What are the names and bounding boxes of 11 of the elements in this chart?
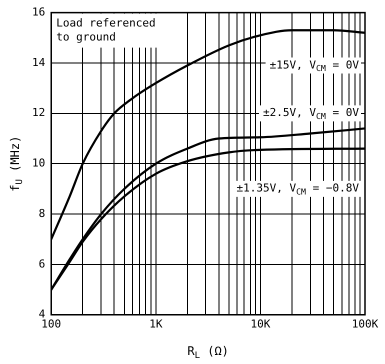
y-tick-label: 10	[32, 156, 46, 170]
x-tick-label: 1K	[149, 317, 163, 330]
y-tick-label: 12	[32, 106, 46, 120]
annotation: Load referenced to ground	[56, 16, 156, 44]
x-tick-label: 100K	[352, 317, 379, 330]
y-tick-label: 6	[38, 257, 46, 270]
x-tick-label: 10K	[250, 317, 271, 330]
y-axis-title: fU (MHz)	[8, 136, 25, 192]
y-tick-label: 16	[32, 5, 46, 18]
y-tick-label: 14	[32, 56, 46, 69]
y-tick-label: 8	[38, 206, 46, 220]
